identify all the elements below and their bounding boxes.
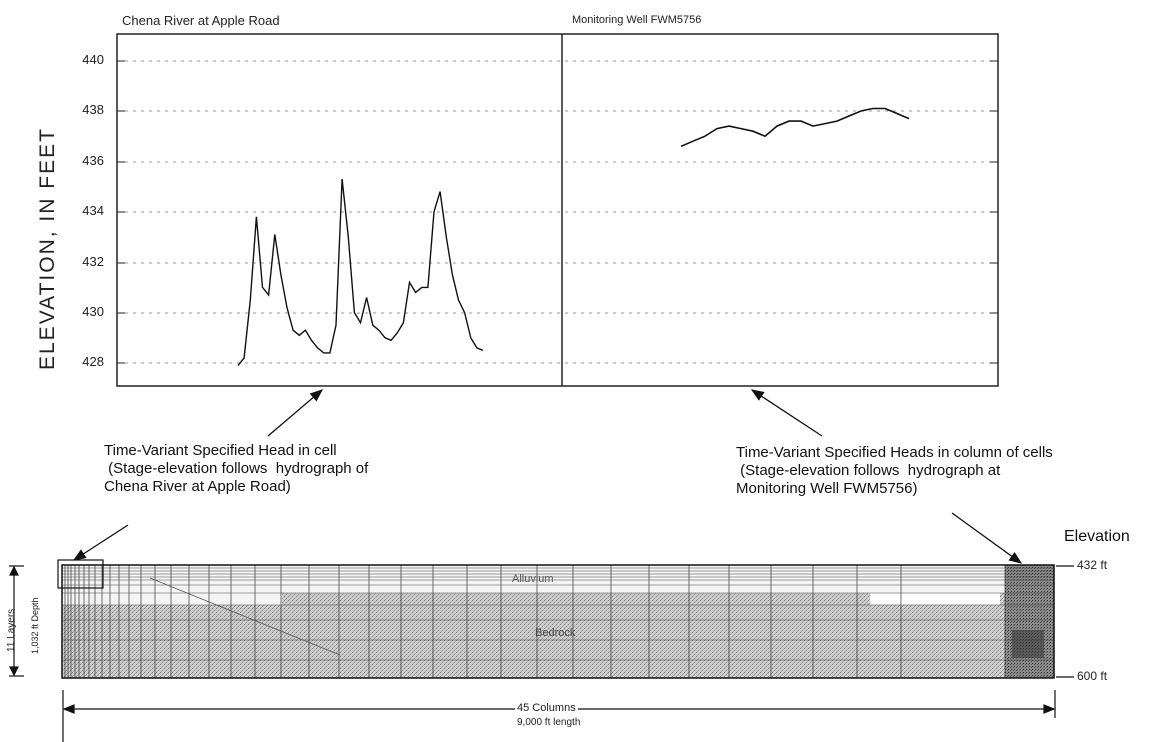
y-tick-label: 436 — [82, 153, 104, 168]
monitoring-well-hydrograph-line — [680, 107, 910, 148]
bottom-elevation-label: 600 ft — [1077, 669, 1108, 683]
layers-dimension — [9, 565, 24, 677]
alluvium-label: Alluvium — [512, 573, 554, 585]
right-column-arrow — [951, 512, 1023, 564]
gridlines — [117, 60, 998, 364]
right-callout-text: Time-Variant Specified Heads in column o… — [736, 444, 1053, 497]
columns-label-line1: 45 Columns — [515, 702, 578, 714]
y-ticks — [117, 60, 998, 364]
y-tick-label: 434 — [82, 203, 104, 218]
hydrograph-frame — [116, 33, 999, 387]
left-panel-title: Chena River at Apple Road — [122, 13, 280, 28]
left-callout-text: Time-Variant Specified Head in cell (Sta… — [104, 442, 369, 495]
model-grid-section — [57, 559, 1055, 679]
top-elevation-label: 432 ft — [1077, 558, 1108, 572]
y-tick-label: 440 — [82, 52, 104, 67]
layers-label-line2: 1,032 ft Depth — [30, 597, 40, 654]
left-cell-arrow — [72, 524, 129, 561]
y-tick-label: 428 — [82, 354, 104, 369]
columns-dimension — [62, 690, 1056, 742]
layers-label-line1: 11 Layers — [6, 608, 17, 652]
elevation-header: Elevation — [1064, 528, 1130, 545]
y-tick-label: 438 — [82, 102, 104, 117]
bedrock-label: Bedrock — [535, 627, 576, 639]
right-panel-title: Monitoring Well FWM5756 — [572, 14, 702, 26]
y-tick-label: 432 — [82, 254, 104, 269]
right-callout-arrow — [750, 389, 823, 437]
y-tick-label: 430 — [82, 304, 104, 319]
left-callout-arrow — [267, 389, 323, 437]
chena-river-hydrograph-line — [237, 178, 484, 366]
columns-label-line2: 9,000 ft length — [517, 717, 581, 728]
